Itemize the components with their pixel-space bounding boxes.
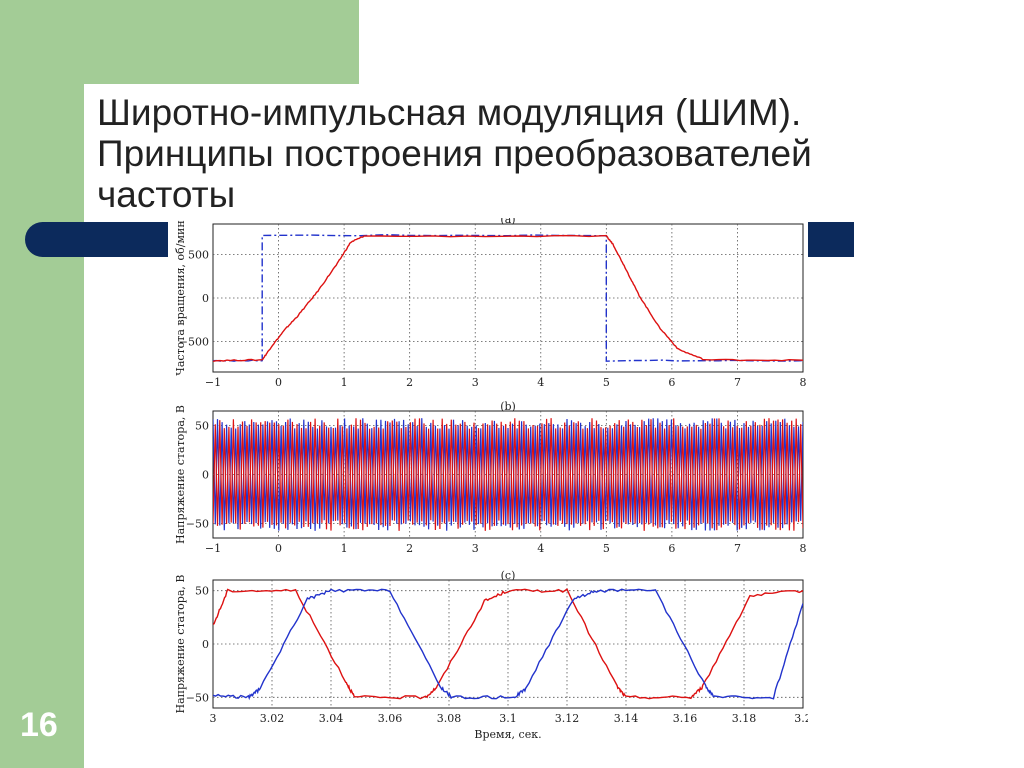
panel-b-xtick-label: 7: [734, 542, 741, 555]
panel-c-xtick-label: 3.18: [732, 712, 757, 725]
panel-b-series-group: [213, 418, 803, 531]
panel-c-xtick-label: 3.02: [260, 712, 285, 725]
panel-a-xtick-label: 3: [472, 376, 479, 389]
panel-b-xtick-label: 8: [800, 542, 807, 555]
panel-a-ytick-label: 500: [188, 248, 209, 261]
panel-a-ytick-label: 0: [202, 292, 209, 305]
panel-b-ylabel: Напряжение статора, В: [174, 405, 187, 544]
panel-c-ytick-label: −50: [186, 691, 209, 704]
slide-title-line-2: Принципы построения преобразователей: [97, 133, 812, 174]
panel-b-series-2-line: [213, 418, 803, 531]
panel-c-xlabel: Время, сек.: [474, 728, 541, 741]
panel-c-xtick-label: 3.04: [319, 712, 344, 725]
panel-b-xtick-label: −1: [205, 542, 221, 555]
panel-c-xtick-label: 3.12: [555, 712, 580, 725]
slide-title-line-1: Широтно-импульсная модуляция (ШИМ).: [97, 92, 802, 133]
chart-figure: −1 0 1 2 3 4 5 6 7 8 −500 0 500 (a) Частота вращения, …: [168, 218, 808, 750]
panel-a-series-2-line: [213, 234, 803, 362]
panel-a-ylabel: Частота вращения, об/мин: [174, 220, 187, 375]
panel-b-xtick-label: 4: [537, 542, 544, 555]
slide-title: Широтно-импульсная модуляция (ШИМ). Прин…: [97, 92, 897, 215]
green-corner-top: [0, 0, 359, 84]
panel-b-xtick-label: 5: [603, 542, 610, 555]
panel-c-xtick-label: 3.14: [614, 712, 639, 725]
panel-a-series-group: [213, 233, 803, 362]
panel-b-ytick-label: 50: [195, 420, 209, 433]
panel-a-ytick-label: −500: [179, 336, 209, 349]
slide-title-line-3: частоты: [97, 174, 236, 215]
panel-b-ytick-label: 0: [202, 469, 209, 482]
panel-b-xtick-label: 6: [668, 542, 675, 555]
slide-number: 16: [20, 706, 58, 744]
panel-c-series-1-line: [213, 588, 803, 700]
panel-b-xtick-label: 0: [275, 542, 282, 555]
panel-a-xtick-label: 1: [341, 376, 348, 389]
panel-c-series-group: [213, 588, 803, 701]
panel-c-ytick-label: 0: [202, 638, 209, 651]
panel-a-title: (a): [500, 218, 515, 226]
panel-c-xtick-label: 3.2: [794, 712, 808, 725]
panel-c-xtick-label: 3.1: [499, 712, 517, 725]
panel-c-xtick-label: 3: [210, 712, 217, 725]
panel-b-ytick-label: −50: [186, 517, 209, 530]
panel-c-ytick-label: 50: [195, 585, 209, 598]
panel-b-xtick-label: 3: [472, 542, 479, 555]
panel-a-frame: [212, 223, 804, 373]
panel-a-xtick-label: 4: [537, 376, 544, 389]
panel-c-ylabel: Напряжение статора, В: [174, 575, 187, 714]
panel-c-series-2-line: [213, 588, 803, 701]
panel-a-xtick-label: 0: [275, 376, 282, 389]
panel-a-xtick-label: 8: [800, 376, 807, 389]
panel-b-series-1-line: [213, 418, 803, 531]
panel-c-xtick-label: 3.16: [673, 712, 698, 725]
panel-a-xtick-label: 6: [668, 376, 675, 389]
panel-c-xtick-label: 3.08: [437, 712, 462, 725]
green-sidebar: [0, 84, 84, 768]
panel-b-xtick-label: 1: [341, 542, 348, 555]
panel-c-xtick-label: 3.06: [378, 712, 403, 725]
panel-b-xtick-label: 2: [406, 542, 413, 555]
panel-a-xtick-label: 5: [603, 376, 610, 389]
panel-c-title: (c): [501, 569, 516, 582]
panel-a-xtick-label: 2: [406, 376, 413, 389]
panel-a-xtick-label: 7: [734, 376, 741, 389]
panel-a-xtick-label: −1: [205, 376, 221, 389]
title-underline-bar-right: [803, 222, 854, 257]
panel-b-title: (b): [500, 400, 516, 413]
title-underline-bar-left: [25, 222, 173, 257]
